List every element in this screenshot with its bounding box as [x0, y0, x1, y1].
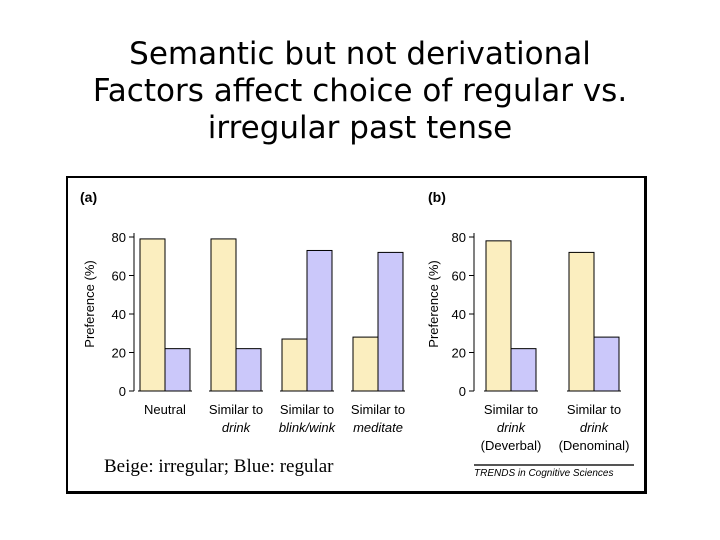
category-label-0-3-1: meditate — [353, 420, 403, 435]
y-tick-label-1-0: 0 — [459, 384, 466, 399]
category-label-0-0-0: Neutral — [144, 402, 186, 417]
category-label-1-0-2: (Deverbal) — [481, 438, 542, 453]
bar-1-1-0 — [568, 251, 595, 392]
bar-0-1-1 — [235, 348, 262, 392]
y-axis-label-1: Preference (%) — [426, 260, 441, 347]
slide-title: Semantic but not derivational Factors af… — [0, 36, 720, 147]
category-label-0-1-0: Similar to — [209, 402, 263, 417]
y-tick-label-0-1: 20 — [112, 346, 126, 361]
bar-1-0-1 — [510, 348, 537, 392]
category-label-0-3-0: Similar to — [351, 402, 405, 417]
category-label-1-0-0: Similar to — [484, 402, 538, 417]
y-tick-label-1-3: 60 — [452, 269, 466, 284]
y-tick-label-0-2: 40 — [112, 307, 126, 322]
bar-0-3-0 — [352, 336, 379, 392]
source-rule-2 — [474, 465, 634, 466]
y-tick-label-0-4: 80 — [112, 230, 126, 245]
category-label-0-2-1: blink/wink — [279, 420, 337, 435]
figure-caption: Beige: irregular; Blue: regular — [104, 456, 334, 477]
category-label-1-1-1: drink — [580, 420, 610, 435]
title-line-1: Semantic but not derivational — [129, 36, 591, 72]
bar-0-1-0 — [210, 238, 237, 392]
category-label-1-1-0: Similar to — [567, 402, 621, 417]
figure-frame: (a) Preference (%) 0 20 40 60 80 Neutral Similar… — [66, 176, 647, 494]
bar-0-0-1 — [164, 348, 191, 392]
category-label-1-0-1: drink — [497, 420, 527, 435]
y-tick-label-0-0: 0 — [119, 384, 126, 399]
bar-1-0-0 — [485, 240, 512, 392]
y-tick-label-0-3: 60 — [112, 269, 126, 284]
panel-label-0: (a) — [80, 189, 97, 205]
bar-0-2-1 — [306, 249, 333, 392]
y-axis-label-0: Preference (%) — [82, 260, 97, 347]
category-label-0-1-1: drink — [222, 420, 252, 435]
title-line-2: Factors affect choice of regular vs. — [92, 73, 628, 109]
bar-1-1-1 — [593, 336, 620, 392]
chart-figure: (a) Preference (%) 0 20 40 60 80 Neutral Similar… — [80, 189, 630, 453]
y-tick-label-1-4: 80 — [452, 230, 466, 245]
category-label-0-2-0: Similar to — [280, 402, 334, 417]
bar-0-0-0 — [139, 238, 166, 392]
title-line-3: irregular past tense — [207, 110, 513, 146]
category-label-1-1-2: (Denominal) — [559, 438, 630, 453]
bar-0-2-0 — [281, 338, 308, 392]
y-tick-label-1-1: 20 — [452, 346, 466, 361]
y-tick-label-1-2: 40 — [452, 307, 466, 322]
source-credit: TRENDS in Cognitive Sciences — [474, 468, 614, 479]
source-rule — [474, 464, 634, 465]
bar-0-3-1 — [377, 251, 404, 392]
panel-label-1: (b) — [428, 189, 446, 205]
